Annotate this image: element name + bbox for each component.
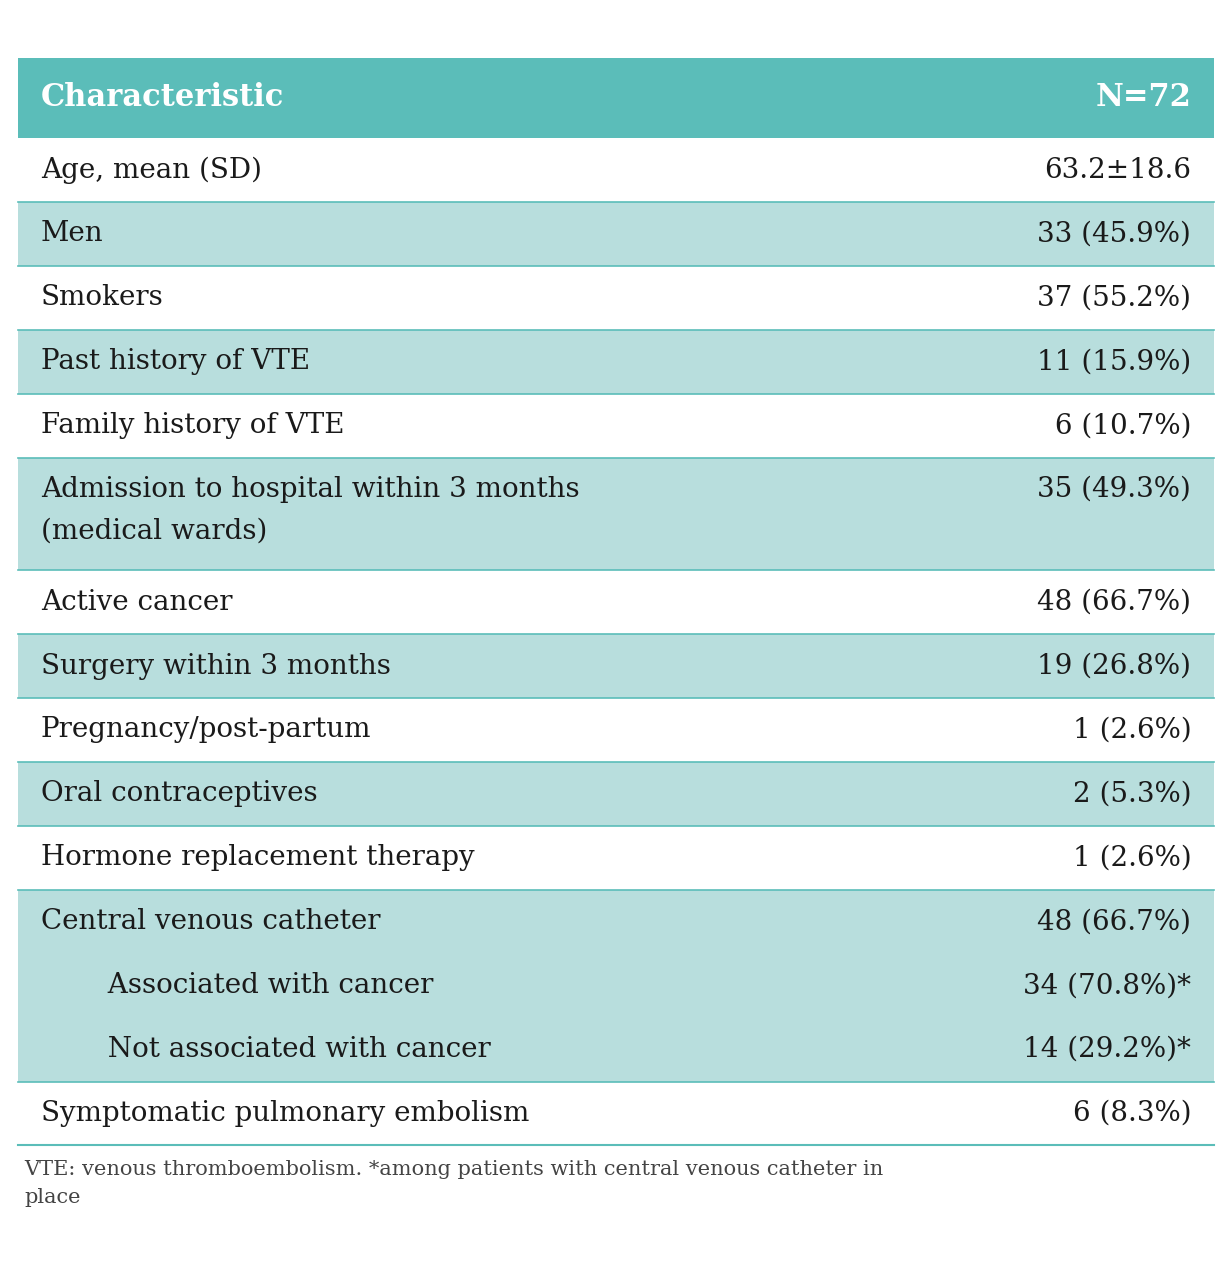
Text: 48 (66.7%): 48 (66.7%) (1037, 589, 1191, 616)
Text: Hormone replacement therapy: Hormone replacement therapy (41, 845, 474, 872)
Bar (18, 954, 1214, 1018)
Bar (18, 1082, 1214, 1146)
Text: 6 (8.3%): 6 (8.3%) (1073, 1100, 1191, 1126)
Bar (18, 890, 1214, 954)
Bar (18, 634, 1214, 698)
Text: 14 (29.2%)*: 14 (29.2%)* (1024, 1036, 1191, 1064)
Text: Past history of VTE: Past history of VTE (41, 348, 309, 375)
Text: 37 (55.2%): 37 (55.2%) (1037, 284, 1191, 311)
Bar (18, 202, 1214, 266)
Text: Active cancer: Active cancer (41, 589, 232, 616)
Text: 2 (5.3%): 2 (5.3%) (1073, 781, 1191, 808)
Text: 1 (2.6%): 1 (2.6%) (1073, 717, 1191, 744)
Text: Symptomatic pulmonary embolism: Symptomatic pulmonary embolism (41, 1100, 529, 1126)
Bar (18, 1018, 1214, 1082)
Text: Oral contraceptives: Oral contraceptives (41, 781, 318, 808)
Text: Associated with cancer: Associated with cancer (90, 973, 434, 1000)
Text: 19 (26.8%): 19 (26.8%) (1037, 653, 1191, 680)
Text: Age, mean (SD): Age, mean (SD) (41, 156, 261, 184)
Text: 48 (66.7%): 48 (66.7%) (1037, 909, 1191, 936)
Text: Smokers: Smokers (41, 284, 164, 311)
Text: Characteristic: Characteristic (41, 82, 285, 114)
Bar (18, 58, 1214, 138)
Text: 33 (45.9%): 33 (45.9%) (1037, 220, 1191, 247)
Text: Pregnancy/post-partum: Pregnancy/post-partum (41, 717, 371, 744)
Text: Not associated with cancer: Not associated with cancer (90, 1036, 490, 1064)
Text: Admission to hospital within 3 months: Admission to hospital within 3 months (41, 476, 579, 503)
Text: 35 (49.3%): 35 (49.3%) (1037, 476, 1191, 503)
Text: Family history of VTE: Family history of VTE (41, 412, 344, 439)
Bar (18, 266, 1214, 330)
Bar (18, 138, 1214, 202)
Bar (18, 762, 1214, 826)
Text: VTE: venous thromboembolism. *among patients with central venous catheter in
pla: VTE: venous thromboembolism. *among pati… (25, 1160, 883, 1207)
Bar (18, 826, 1214, 890)
Text: 63.2±18.6: 63.2±18.6 (1045, 156, 1191, 183)
Bar (18, 698, 1214, 762)
Bar (18, 570, 1214, 634)
Text: 11 (15.9%): 11 (15.9%) (1037, 348, 1191, 375)
Text: 6 (10.7%): 6 (10.7%) (1046, 412, 1191, 439)
Text: N=72: N=72 (1095, 82, 1191, 114)
Text: (medical wards): (medical wards) (41, 517, 267, 544)
Bar (18, 330, 1214, 394)
Text: Central venous catheter: Central venous catheter (41, 909, 381, 936)
Text: 34 (70.8%)*: 34 (70.8%)* (1024, 973, 1191, 1000)
Bar (18, 394, 1214, 458)
Text: Surgery within 3 months: Surgery within 3 months (41, 653, 391, 680)
Bar (18, 458, 1214, 570)
Text: Men: Men (41, 220, 103, 247)
Text: 1 (2.6%): 1 (2.6%) (1073, 845, 1191, 872)
